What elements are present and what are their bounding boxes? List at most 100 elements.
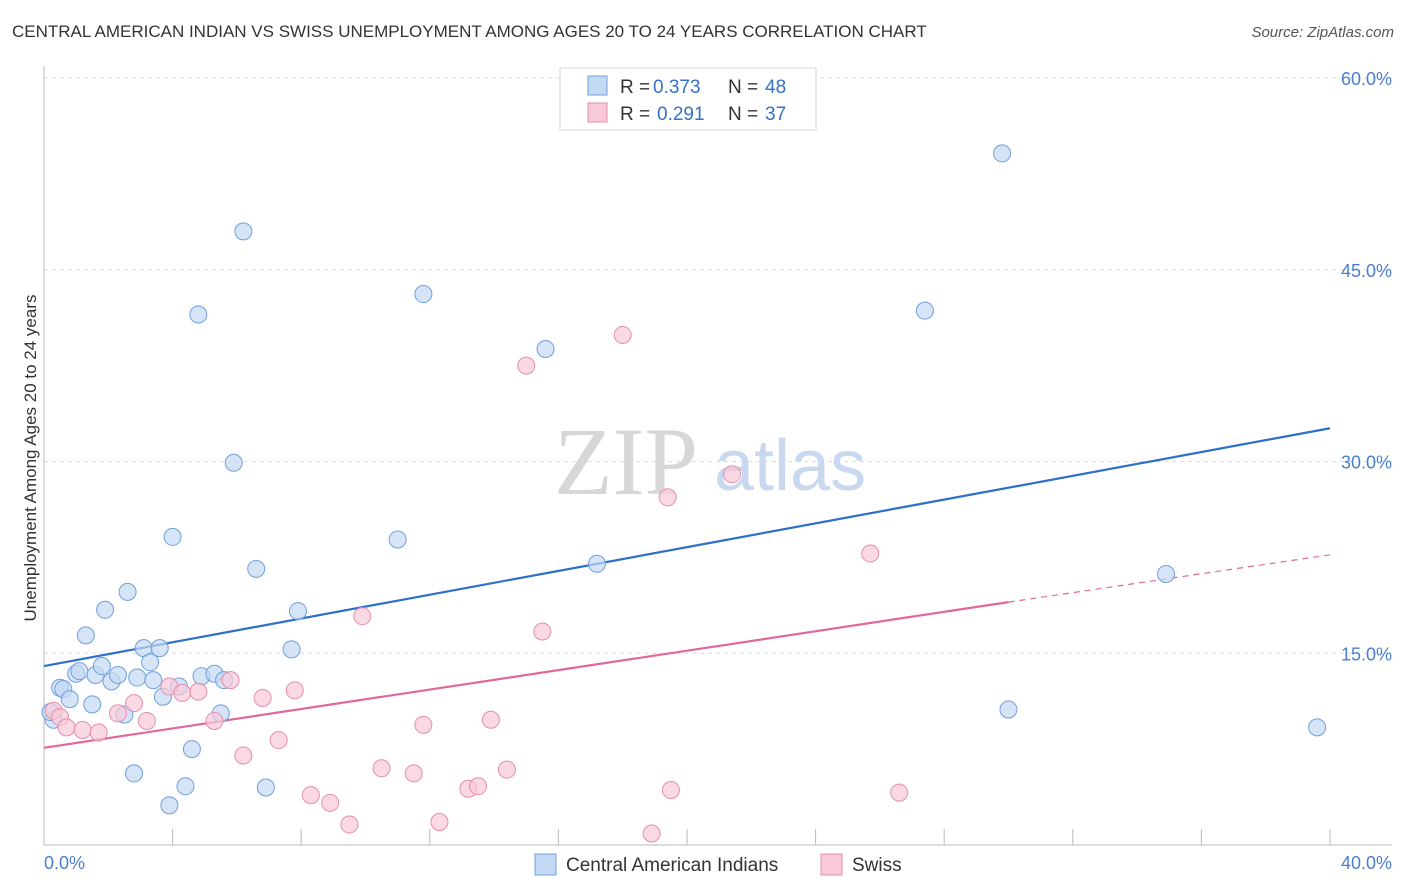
legend-swatch-central-american: [534, 853, 557, 876]
point-s0-26: [182, 740, 201, 759]
point-s1-17: [301, 786, 320, 805]
point-s1-9: [173, 683, 192, 702]
point-s0-37: [288, 602, 307, 621]
point-s1-26: [469, 777, 488, 796]
stats-n-label-central-american: N =: [728, 77, 758, 98]
point-s1-37: [890, 783, 909, 802]
point-s1-27: [481, 710, 500, 729]
point-s1-6: [125, 694, 144, 713]
point-s0-16: [128, 668, 147, 687]
stats-n-value-central-american: 48: [765, 77, 786, 98]
point-s1-10: [189, 682, 208, 701]
y-tick-label-45: 45.0%: [1341, 261, 1392, 281]
point-s1-24: [430, 812, 449, 831]
stats-r-label-swiss: R =: [620, 104, 650, 125]
y-tick-label-60: 60.0%: [1341, 69, 1392, 89]
point-s1-15: [269, 731, 288, 750]
point-s1-21: [372, 759, 391, 778]
stats-swatch-central-american: [587, 75, 608, 96]
point-s1-22: [404, 764, 423, 783]
point-s0-22: [160, 796, 179, 815]
chart-title: CENTRAL AMERICAN INDIAN VS SWISS UNEMPLO…: [12, 22, 927, 41]
point-s0-6: [76, 626, 95, 645]
legend-label-swiss: Swiss: [852, 855, 902, 876]
point-s0-45: [1157, 564, 1176, 583]
point-s1-20: [353, 607, 372, 626]
point-s1-13: [234, 746, 253, 765]
point-s1-32: [642, 824, 661, 843]
point-s0-10: [96, 600, 115, 619]
point-s0-33: [234, 222, 253, 241]
point-s1-36: [861, 544, 880, 563]
y-axis-title: Unemployment Among Ages 20 to 24 years: [21, 295, 40, 622]
point-s0-12: [108, 665, 127, 684]
point-s0-38: [388, 530, 407, 549]
point-s0-19: [144, 671, 163, 690]
point-s0-42: [915, 301, 934, 320]
point-s0-5: [70, 662, 89, 681]
point-s0-3: [60, 690, 79, 709]
point-s1-29: [517, 356, 536, 375]
trend-line-1: [43, 601, 1009, 749]
point-s0-7: [83, 695, 102, 714]
point-s1-16: [285, 681, 304, 700]
chart-source: Source: ZipAtlas.com: [1251, 24, 1394, 41]
point-s0-18: [141, 653, 160, 672]
legend-label-central-american: Central American Indians: [566, 855, 778, 876]
point-s0-39: [414, 285, 433, 304]
point-s1-4: [89, 723, 108, 742]
point-s0-20: [150, 639, 169, 658]
legend-swatch-swiss: [820, 853, 843, 876]
data-points: [41, 144, 1327, 843]
point-s0-9: [92, 657, 111, 676]
point-s0-36: [282, 640, 301, 659]
x-tick-label-max: 40.0%: [1341, 853, 1392, 873]
point-s0-34: [247, 559, 266, 578]
point-s0-43: [993, 144, 1012, 163]
point-s0-32: [224, 453, 243, 472]
trend-lines: [43, 427, 1331, 749]
point-s1-35: [723, 465, 742, 484]
point-s0-25: [176, 777, 195, 796]
y-tick-label-15: 15.0%: [1341, 644, 1392, 664]
stats-n-value-swiss: 37: [765, 104, 786, 125]
point-s1-7: [137, 712, 156, 731]
point-s1-11: [205, 712, 224, 731]
watermark-atlas: atlas: [714, 426, 866, 506]
point-s0-41: [587, 554, 606, 573]
trend-line-0: [43, 427, 1331, 668]
point-s0-14: [118, 582, 137, 601]
stats-r-value-swiss: 0.291: [657, 104, 705, 125]
x-tick-label-min: 0.0%: [44, 853, 85, 873]
point-s1-30: [533, 622, 552, 641]
point-s1-12: [221, 671, 240, 690]
point-s1-14: [253, 688, 272, 707]
series-legend: Central American Indians Swiss: [534, 853, 902, 876]
stats-r-value-central-american: 0.373: [653, 77, 701, 98]
point-s1-2: [57, 718, 76, 737]
grid-lines: [44, 77, 1392, 654]
point-s0-27: [189, 305, 208, 324]
point-s0-35: [256, 778, 275, 797]
stats-r-label-central-american: R =: [620, 77, 650, 98]
point-s1-5: [108, 704, 127, 723]
point-s1-23: [414, 715, 433, 734]
point-s1-31: [613, 325, 632, 344]
stats-n-label-swiss: N =: [728, 104, 758, 125]
point-s1-34: [661, 781, 680, 800]
point-s1-3: [73, 720, 92, 739]
point-s0-46: [1308, 718, 1327, 737]
point-s0-44: [999, 700, 1018, 719]
stats-legend: R = 0.373 N = 48 R = 0.291 N = 37: [559, 67, 817, 131]
y-tick-label-30: 30.0%: [1341, 453, 1392, 473]
point-s1-18: [321, 793, 340, 812]
point-s0-23: [163, 527, 182, 546]
point-s1-33: [658, 488, 677, 507]
point-s1-19: [340, 815, 359, 834]
y-tick-labels: 15.0% 30.0% 45.0% 60.0%: [1341, 69, 1392, 664]
point-s1-28: [497, 760, 516, 779]
point-s0-15: [125, 764, 144, 783]
point-s0-40: [536, 340, 555, 359]
stats-swatch-swiss: [587, 102, 608, 123]
